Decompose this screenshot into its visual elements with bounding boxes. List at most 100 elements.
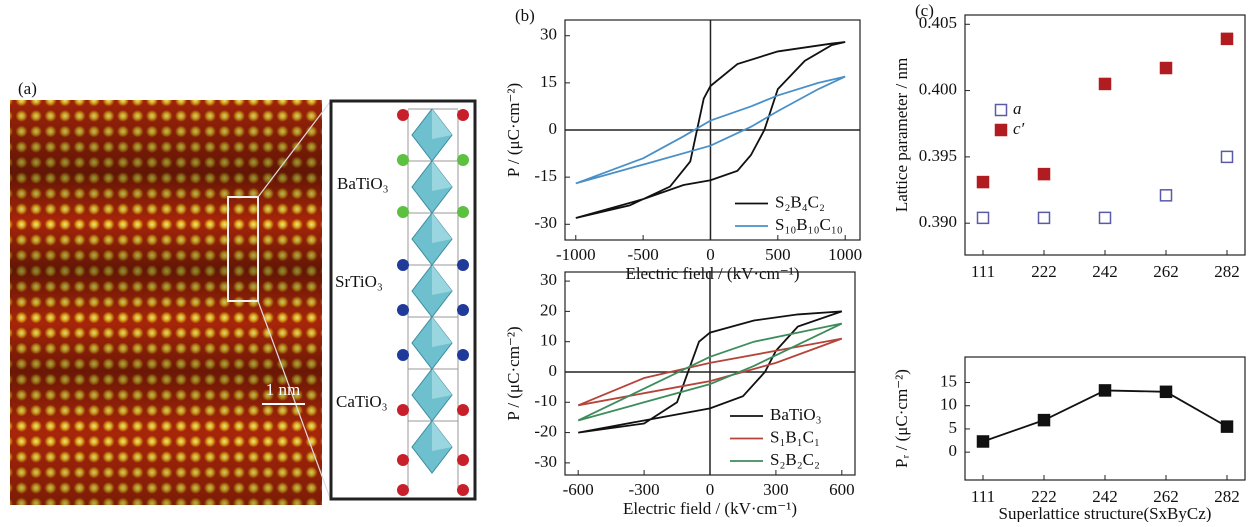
x-tick-label: 262 [1153, 262, 1179, 281]
y-tick-label: 30 [540, 270, 557, 289]
octahedron-face [432, 161, 452, 191]
atom [397, 206, 409, 218]
stem-shading [10, 100, 322, 505]
series-line [577, 337, 843, 407]
octahedron-face [432, 421, 452, 451]
y-tick-label: -30 [534, 213, 557, 232]
y-axis-label: P / (μC·cm⁻²) [504, 326, 523, 420]
marker [1159, 189, 1173, 202]
marker [976, 211, 990, 225]
x-tick-label: 0 [706, 480, 715, 499]
marker [1098, 384, 1112, 397]
crystal-structure [397, 108, 469, 496]
x-tick-label: -300 [629, 480, 660, 499]
octahedron-face [432, 369, 452, 399]
x-tick-label: 222 [1031, 487, 1057, 506]
marker [976, 435, 990, 448]
octahedron-face [432, 213, 452, 243]
y-tick-label: 0.400 [919, 79, 957, 98]
y-axis-label: Pᵣ / (μC·cm⁻²) [892, 369, 911, 468]
x-axis-label: Superlattice structure(SxByCz) [999, 504, 1212, 522]
chart: (b) -30 -15 0 15 30 -1000 -500 0 500 1000 Electric … [504, 6, 862, 283]
y-axis-label: Lattice parameter / nm [892, 58, 911, 212]
legend-marker [994, 103, 1008, 117]
y-tick-label: -30 [534, 452, 557, 471]
legend-label: S₂B₂C₂ [770, 450, 820, 469]
chart: (c) 0.390 0.395 0.400 0.405 111 222 242 262 282 La… [892, 1, 1246, 281]
series-line [578, 310, 843, 434]
x-tick-label: 282 [1214, 262, 1240, 281]
zoom-line [257, 101, 331, 198]
series-line [982, 389, 1228, 443]
legend-label: S₂B₄C₂ [775, 192, 825, 211]
y-tick-label: 0 [549, 361, 558, 380]
y-tick-label: -20 [534, 421, 557, 440]
y-tick-label: -15 [534, 166, 557, 185]
y-tick-label: 0 [549, 119, 558, 138]
marker [1159, 385, 1173, 399]
marker [976, 175, 990, 189]
x-axis-label: Electric field / (kV·cm⁻¹) [625, 264, 799, 283]
atom [397, 454, 409, 466]
marker [1220, 32, 1234, 46]
atom [397, 154, 409, 166]
legend-label: c′ [1013, 119, 1025, 138]
legend-label: BaTiO₃ [770, 405, 822, 424]
y-tick-label: 10 [940, 395, 957, 414]
y-axis-label: P / (μC·cm⁻²) [504, 83, 523, 177]
x-tick-label: 282 [1214, 487, 1240, 506]
layer-label: BaTiO₃ [337, 174, 389, 193]
panel-label: (c) [915, 1, 934, 20]
atom [397, 304, 409, 316]
x-tick-label: 242 [1092, 262, 1118, 281]
atom [397, 404, 409, 416]
x-tick-label: 262 [1153, 487, 1179, 506]
x-tick-label: 1000 [828, 245, 862, 264]
x-tick-label: 111 [971, 262, 995, 281]
octahedron-face [432, 109, 452, 139]
y-tick-label: 0.395 [919, 146, 957, 165]
x-tick-label: 0 [706, 245, 715, 264]
x-tick-label: 111 [971, 487, 995, 506]
y-tick-label: 30 [540, 25, 557, 44]
atom [457, 404, 469, 416]
y-tick-label: 0 [949, 441, 958, 460]
x-tick-label: -1000 [556, 245, 596, 264]
legend-label: a [1013, 99, 1022, 118]
plot-frame [964, 356, 1246, 481]
octahedron-face [432, 317, 452, 347]
marker [1159, 61, 1173, 75]
legend-label: S₁B₁C₁ [770, 427, 820, 446]
panel-label: (b) [515, 6, 535, 25]
y-tick-label: 10 [540, 331, 557, 350]
atom [457, 206, 469, 218]
layer-label: CaTiO₃ [336, 392, 388, 411]
legend-marker [994, 123, 1008, 137]
x-tick-label: 500 [765, 245, 791, 264]
y-tick-label: -10 [534, 391, 557, 410]
x-tick-label: 222 [1031, 262, 1057, 281]
series-line [577, 322, 843, 422]
marker [1037, 413, 1051, 427]
zoom-box [227, 196, 259, 302]
atom [397, 259, 409, 271]
atom [457, 109, 469, 121]
y-tick-label: 15 [940, 371, 957, 390]
octahedron-face [432, 265, 452, 295]
marker [1220, 420, 1234, 433]
chart: -30 -20 -10 0 10 20 30 -600 -300 0 300 600 Electric … [504, 270, 856, 518]
marker [1037, 167, 1051, 181]
x-tick-label: 300 [763, 480, 789, 499]
atom [457, 454, 469, 466]
y-tick-label: 0.390 [919, 212, 957, 231]
marker [1098, 77, 1112, 91]
atom [457, 349, 469, 361]
atom [457, 484, 469, 496]
series-line [575, 75, 846, 185]
x-tick-label: -600 [563, 480, 594, 499]
x-tick-label: -500 [628, 245, 659, 264]
x-tick-label: 242 [1092, 487, 1118, 506]
panel-a: (a) 1 nm BaTiO₃ SrTiO₃ CaTiO₃ [10, 79, 477, 505]
